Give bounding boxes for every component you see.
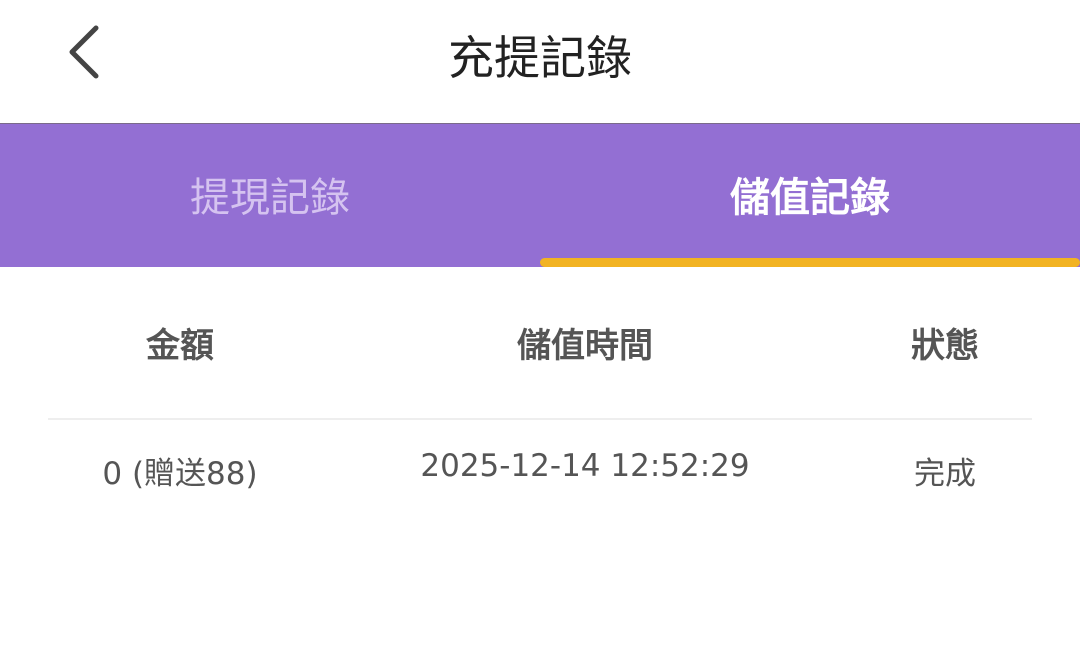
tab-bar: 提現記錄 儲值記錄 bbox=[0, 124, 1080, 267]
page-title: 充提記錄 bbox=[448, 31, 632, 85]
column-time: 儲值時間 bbox=[517, 326, 653, 366]
chevron-left-icon bbox=[69, 25, 99, 79]
back-button[interactable] bbox=[62, 22, 112, 82]
time-cell: 2025-12-14 12:52:29 bbox=[420, 448, 750, 484]
divider bbox=[48, 418, 1032, 420]
status-cell: 完成 bbox=[914, 456, 976, 492]
column-status: 狀態 bbox=[911, 326, 979, 366]
tab-label: 提現記錄 bbox=[190, 174, 350, 221]
header: 充提記錄 bbox=[0, 0, 1080, 124]
tab-label: 儲值記錄 bbox=[730, 174, 890, 221]
column-amount: 金額 bbox=[146, 326, 214, 366]
active-tab-indicator bbox=[540, 258, 1080, 267]
tab-withdrawal-records[interactable]: 提現記錄 bbox=[0, 124, 540, 267]
tab-deposit-records[interactable]: 儲值記錄 bbox=[540, 124, 1080, 267]
amount-cell: 0 (贈送88) bbox=[102, 456, 258, 492]
